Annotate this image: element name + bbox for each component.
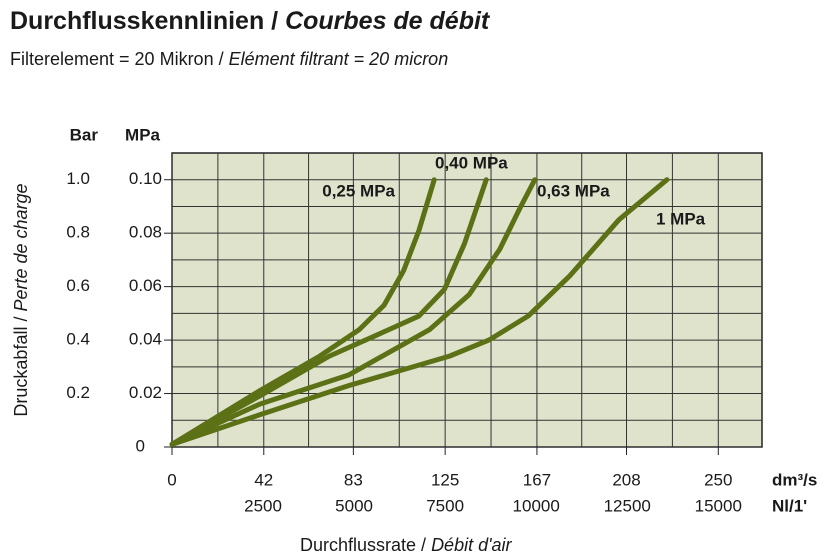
x2-unit: Nl/1' (772, 496, 807, 515)
x-label-de: Durchflussrate / (300, 535, 426, 552)
y-tick-label: 0.10 (129, 169, 162, 188)
series-label: 1 MPa (656, 209, 706, 228)
y2-tick-label: 1.0 (66, 169, 90, 188)
y-label-fr: Perte de charge (11, 183, 31, 311)
x2-tick-label: 2500 (244, 496, 282, 515)
x2-tick-label: 15000 (695, 496, 742, 515)
data-line (169, 177, 437, 447)
y2-unit: Bar (70, 125, 99, 144)
x2-tick-label: 12500 (604, 496, 651, 515)
y-unit: MPa (125, 125, 161, 144)
data-line (169, 177, 670, 447)
x-unit: dm³/s (772, 470, 817, 489)
series-label: 0,40 MPa (435, 153, 508, 172)
y2-tick-label: 0.2 (66, 383, 90, 402)
y2-tick-label: 0.8 (66, 223, 90, 242)
x-tick-label: 83 (344, 470, 363, 489)
plot-area (171, 152, 763, 448)
x-tick-label: 0 (167, 470, 176, 489)
data-line (169, 177, 538, 447)
x-tick-label: 167 (523, 470, 551, 489)
subtitle: Filterelement = 20 Mikron / Elément filt… (10, 49, 448, 69)
y-tick-label: 0.02 (129, 383, 162, 402)
x-tick-label: 42 (254, 470, 273, 489)
x-tick-label: 125 (431, 470, 459, 489)
chart-title: Durchflusskennlinien / Courbes de débit (10, 7, 491, 35)
y-tick-label: 0 (136, 436, 145, 455)
subtitle-de: Filterelement = 20 Mikron / (10, 49, 224, 69)
y-axis-label: Druckabfall / Perte de charge (11, 183, 31, 416)
y2-tick-label: 0.6 (66, 276, 90, 295)
x2-tick-label: 10000 (513, 496, 560, 515)
subtitle-fr: Elément filtrant = 20 micron (229, 49, 449, 69)
series-label: 0,25 MPa (322, 181, 395, 200)
y-label-de: Druckabfall / (11, 317, 31, 417)
x-axis-label: Durchflussrate / Débit d'air (300, 535, 513, 552)
y-tick-label: 0.04 (129, 330, 162, 349)
x-tick-label: 250 (704, 470, 732, 489)
x2-tick-label: 5000 (335, 496, 373, 515)
y2-tick-label: 0.4 (66, 330, 90, 349)
x-label-fr: Débit d'air (431, 535, 512, 552)
x-tick-label: 208 (612, 470, 640, 489)
y-tick-label: 0.06 (129, 276, 162, 295)
data-line (169, 177, 489, 447)
x2-tick-label: 7500 (426, 496, 464, 515)
y-tick-label: 0.08 (129, 223, 162, 242)
series-label: 0,63 MPa (537, 181, 610, 200)
title-fr: Courbes de débit (285, 7, 491, 35)
title-de: Durchflusskennlinien / (10, 7, 278, 35)
